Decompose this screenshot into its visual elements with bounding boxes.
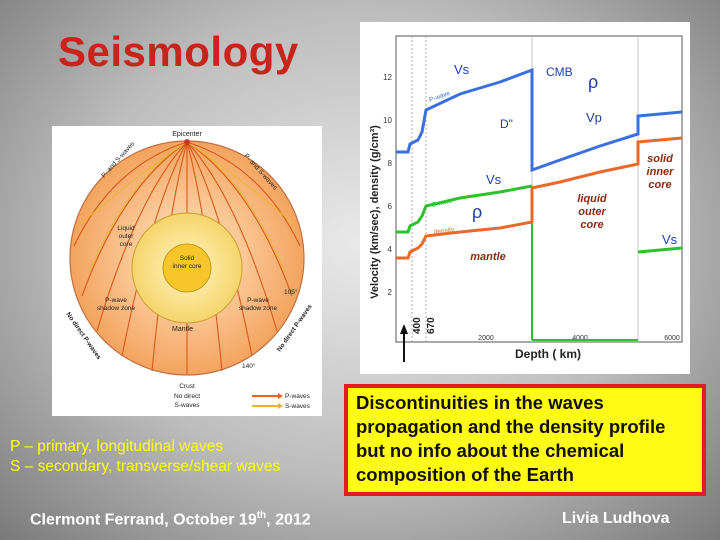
s-ray-paths: [77, 141, 297, 272]
label-solid-inner-core-1: solid: [647, 153, 673, 165]
footer-venue: Clermont Ferrand, October 19: [30, 511, 257, 529]
depth-mark-670: 670: [426, 317, 437, 334]
label-shadow-left-1: P-wave: [105, 297, 127, 304]
vs-curve: [396, 184, 533, 234]
density-curve: [396, 136, 683, 260]
label-mantle-region: mantle: [470, 251, 505, 263]
epicenter-marker: [184, 139, 190, 145]
label-rho-mantle: ρ: [472, 202, 482, 222]
legend-s-label: S-waves: [285, 403, 311, 410]
note-line-1: Discontinuities in the waves: [356, 392, 604, 413]
label-angle-105: 105°: [284, 288, 298, 296]
vs-inner-curve: [637, 246, 683, 254]
y-tick-4: 4: [388, 245, 393, 254]
inner-core-region: [162, 243, 212, 293]
label-crust: Crust: [179, 383, 195, 390]
legend-p-label: P-waves: [285, 393, 311, 400]
label-no-direct-s-1: No direct: [174, 393, 200, 400]
label-d-double-prime: D": [500, 117, 513, 131]
x-tick-4000: 4000: [572, 335, 588, 342]
y-ticks: 12 10 8 6 4 2: [383, 73, 392, 297]
note-line-4: composition of the Earth: [356, 464, 574, 485]
label-shadow-right-2: shadow zone: [239, 305, 278, 312]
note-line-3: but no info about the chemical: [356, 440, 625, 461]
label-vs-mantle: Vs: [486, 172, 502, 187]
footer-date-suffix: th: [256, 510, 267, 521]
label-vp-core: Vp: [586, 110, 602, 125]
earth-cross-section: Epicenter P- and S-waves P- and S-waves …: [52, 126, 322, 416]
footer-author: Livia Ludhova: [562, 510, 670, 527]
y-tick-6: 6: [388, 202, 393, 211]
y-axis-label: Velocity (km/sec), density (g/cm³): [369, 125, 381, 299]
label-liquid-outer-core-1: liquid: [577, 193, 607, 205]
label-solid-inner-core-2: inner core: [173, 263, 202, 270]
p-wave-definition: P – primary, longitudinal waves: [10, 438, 224, 455]
up-arrow-icon: [400, 324, 408, 334]
label-shadow-left-2: shadow zone: [97, 305, 136, 312]
note-line-2: propagation and the density profile: [356, 416, 666, 437]
label-liquid-outer-core-2: outer: [119, 233, 135, 240]
footer-venue-date: Clermont Ferrand, October 19th, 2012: [30, 510, 311, 529]
label-mantle: Mantle: [172, 326, 193, 333]
s-wave-definition: S – secondary, transverse/shear waves: [10, 458, 281, 475]
label-s-wave-tag: S-wave: [431, 198, 454, 209]
wave-definitions: P – primary, longitudinal waves S – seco…: [10, 437, 280, 477]
label-solid-inner-core-2: inner: [647, 166, 675, 178]
label-vs-top: Vs: [454, 62, 470, 77]
label-liquid-outer-core-3: core: [580, 219, 603, 231]
label-liquid-outer-core-3: core: [120, 241, 133, 248]
label-epicenter: Epicenter: [172, 131, 202, 138]
y-tick-2: 2: [388, 288, 393, 297]
label-density-tag: density: [433, 226, 455, 236]
slide-title: Seismology: [58, 28, 299, 75]
y-tick-12: 12: [383, 73, 392, 82]
depth-mark-400: 400: [412, 317, 423, 334]
label-solid-inner-core-3: core: [648, 179, 671, 191]
plot-frame: [395, 35, 683, 343]
label-rho-core: ρ: [588, 72, 598, 92]
label-no-direct-s-2: S-waves: [175, 402, 201, 409]
x-axis-label: Depth ( km): [515, 347, 581, 361]
x-ticks: 2000 4000 6000: [478, 335, 680, 342]
x-tick-6000: 6000: [664, 335, 680, 342]
discontinuities-note: Discontinuities in the waves propagation…: [344, 384, 706, 496]
vp-curve: [396, 67, 683, 173]
legend-s-arrow-icon: [278, 403, 283, 409]
label-liquid-outer-core-2: outer: [578, 206, 606, 218]
label-cmb: CMB: [546, 65, 573, 79]
velocity-density-profile: 12 10 8 6 4 2 2000 4000 6000 Velocity (k…: [360, 22, 690, 374]
y-tick-8: 8: [388, 159, 393, 168]
label-liquid-outer-core-1: Liquid: [117, 225, 135, 232]
y-tick-10: 10: [383, 116, 392, 125]
footer-year: , 2012: [266, 511, 311, 529]
label-solid-inner-core-1: Solid: [180, 255, 195, 262]
legend-p-arrow-icon: [278, 393, 283, 399]
label-shadow-right-1: P-wave: [247, 297, 269, 304]
x-tick-2000: 2000: [478, 335, 494, 342]
wave-legend: P-waves S-waves: [252, 393, 311, 410]
label-vs-inner: Vs: [662, 232, 678, 247]
label-angle-140: 140°: [242, 362, 256, 370]
